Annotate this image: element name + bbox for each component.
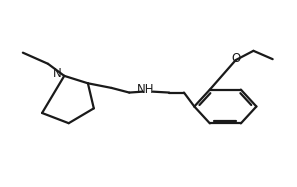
Text: NH: NH [137, 83, 154, 96]
Text: O: O [232, 52, 241, 65]
Text: N: N [53, 67, 62, 80]
